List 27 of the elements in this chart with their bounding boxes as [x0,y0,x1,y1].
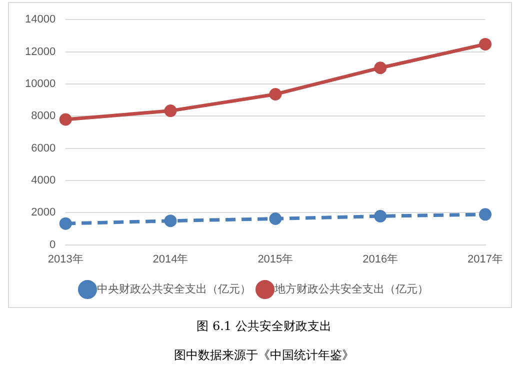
x-tick-label: 2016年 [362,253,398,266]
y-tick-label: 4000 [31,174,56,186]
point [59,217,72,230]
text: 图中数据来源于《中国统计年鉴》 [173,347,355,364]
point [374,210,387,222]
point [59,113,72,126]
point [374,62,387,74]
y-tick-label: 2000 [31,206,56,219]
caption: 图 6.1 公共安全财政支出 [196,318,332,335]
point [164,104,177,118]
legend-label: 中央财政公共安全支出（亿元） [97,282,251,296]
y-tick-label: 6000 [31,142,56,154]
x-tick-label: 2017年 [468,253,504,266]
y-tick-label: 10000 [24,78,56,90]
x-tick-label: 2014年 [152,253,188,266]
point [269,212,282,225]
point [479,208,492,221]
point [269,88,282,100]
point [164,214,177,228]
x-tick-label: 2015年 [258,253,294,266]
x-tick-label: 2013年 [48,253,84,266]
y-tick-label: 0 [49,238,56,251]
y-tick-label: 8000 [31,110,56,122]
y-tick-label: 14000 [24,14,56,26]
legend-label: 地方财政公共安全支出（亿元） [274,282,428,296]
y-tick-label: 12000 [24,46,56,58]
point [479,38,492,50]
